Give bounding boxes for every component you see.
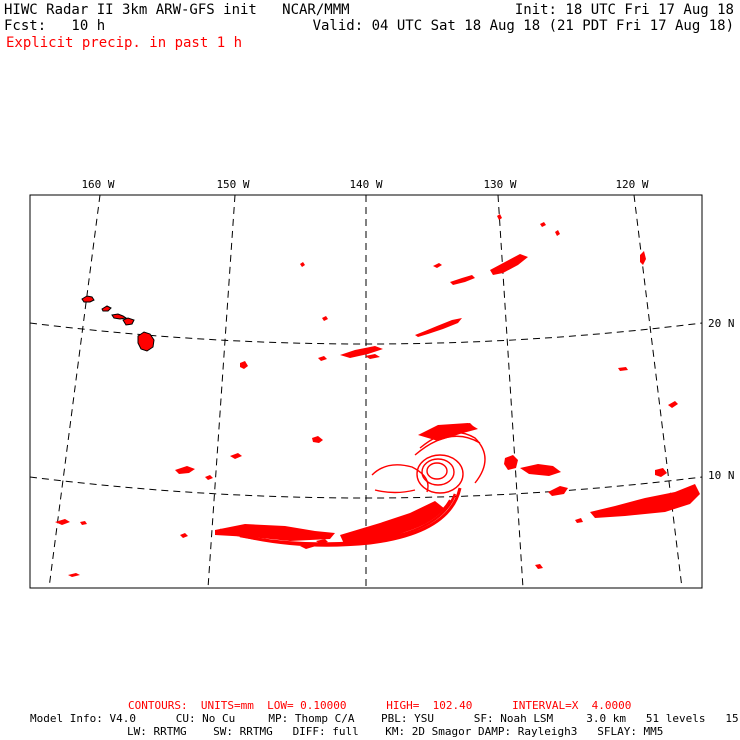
northeast-band-1 [490,254,528,275]
map-frame [29,194,703,589]
northeast-speck-2 [540,222,546,227]
east-cluster-main [590,484,700,518]
northeast-speck-1 [497,214,502,220]
parallel-20n [30,322,702,345]
lat-label-20n: 20 N [708,317,735,330]
east-cell-5 [668,401,678,408]
west-cell-3 [230,453,242,459]
model-info-line-2: LW: RRTMG SW: RRTMG DIFF: full KM: 2D Sm… [127,725,664,738]
east-cell-3 [548,486,568,496]
eye-ring-2 [421,458,455,486]
island-kauai [81,295,95,303]
central-speck-2 [300,262,305,267]
east-cell-7 [535,564,543,569]
plot-title: HIWC Radar II 3km ARW-GFS init NCAR/MMM [4,2,350,18]
lon-label-140w: 140 W [349,178,382,191]
island-maui [122,317,135,326]
east-cell-8 [575,518,583,523]
band-west-2 [374,489,416,494]
central-speck-1 [322,316,328,321]
parallel-10n [30,476,702,499]
field-description: Explicit precip. in past 1 h [6,35,243,51]
northeast-cell [640,251,646,265]
central-band-1 [415,318,462,337]
model-info-line-1: Model Info: V4.0 CU: No Cu MP: Thomp C/A… [30,712,740,725]
lat-label-10n: 10 N [708,469,735,482]
central-band-2 [340,346,383,358]
meridian-130w [497,195,524,588]
lon-label-130w: 130 W [483,178,516,191]
west-cell-5 [205,475,213,480]
tail-fragment-1 [300,543,316,549]
tail-cell-band [215,524,335,541]
hawaii-islands [81,295,155,352]
valid-time: Valid: 04 UTC Sat 18 Aug 18 (21 PDT Fri … [312,18,734,34]
eye-ring-3 [416,454,464,494]
precip-cells [55,214,700,577]
northeast-band-2 [450,275,475,285]
north-fragment [455,423,475,431]
forecast-hour: Fcst: 10 h [4,18,106,34]
island-big-island [137,331,155,352]
west-cell-6 [55,519,70,525]
west-cell-1 [240,361,248,369]
northeast-band-3 [433,263,442,268]
west-cell-2 [312,436,323,443]
central-band-3 [365,354,380,359]
lon-label-150w: 150 W [216,178,249,191]
lon-label-120w: 120 W [615,178,648,191]
west-cell-9 [180,533,188,538]
west-cell-7 [80,521,87,525]
meridian-160w [48,195,101,588]
tail-cell-dense [340,501,445,546]
tail-fragment-2 [316,539,328,544]
init-time: Init: 18 UTC Fri 17 Aug 18 [514,2,734,18]
eye-ring-1 [426,462,448,480]
east-cell-4 [655,468,667,477]
contour-info: CONTOURS: UNITS=mm LOW= 0.10000 HIGH= 10… [128,699,632,712]
east-cell-1 [504,455,518,470]
central-speck-3 [318,356,327,361]
west-cell-4 [175,466,195,474]
outer-band-north-2 [414,435,481,456]
east-cell-6 [618,367,628,371]
east-cell-2 [520,464,561,476]
west-cell-8 [68,573,80,577]
island-molokai [111,313,128,320]
northeast-speck-3 [555,230,560,236]
band-west [371,464,429,493]
parallel-lines [30,322,702,499]
meridian-150w [207,195,236,588]
island-oahu [101,305,112,312]
lon-label-160w: 160 W [81,178,114,191]
